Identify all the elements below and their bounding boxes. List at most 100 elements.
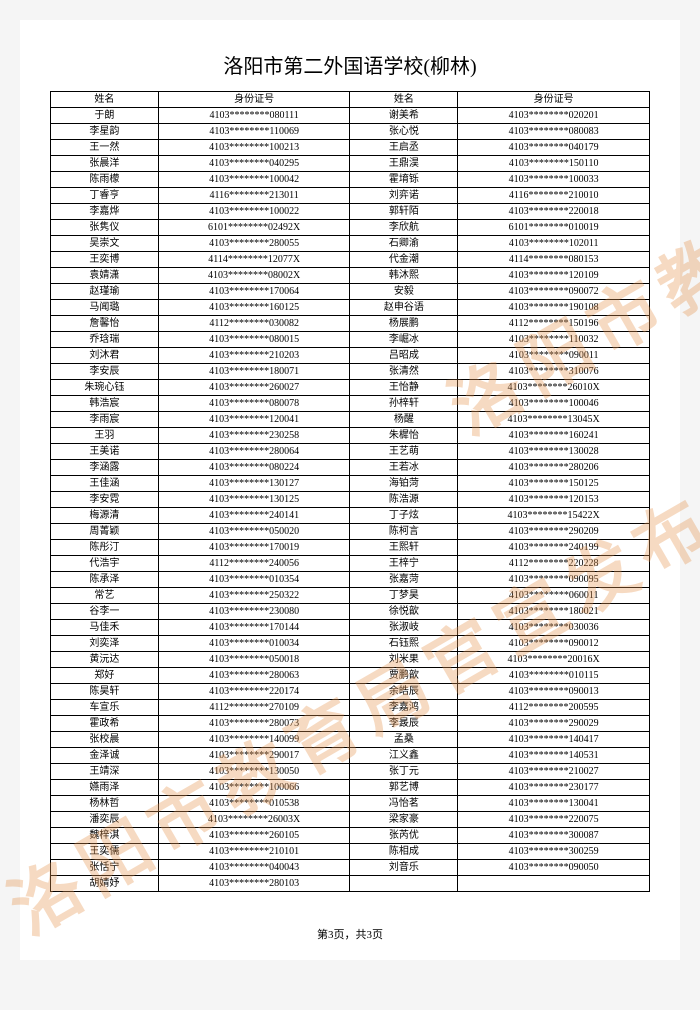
table-cell: 4114********12077X [158,252,350,268]
table-cell: 王美诺 [51,444,159,460]
header-id-2: 身份证号 [458,92,650,108]
table-cell: 陈雨檬 [51,172,159,188]
table-cell [350,876,458,892]
table-cell: 刘弈诺 [350,188,458,204]
table-cell: 常艺 [51,588,159,604]
header-name-1: 姓名 [51,92,159,108]
table-cell: 4103********280064 [158,444,350,460]
table-row: 韩浩宸4103********080078孙梓轩4103********1000… [51,396,650,412]
table-cell: 梁家豪 [350,812,458,828]
table-cell: 石钰熙 [350,636,458,652]
table-cell: 4103********060011 [458,588,650,604]
table-body: 于朗4103********080111谢美希4103********02020… [51,108,650,892]
table-row: 乔琀瑞4103********080015李崛冰4103********1100… [51,332,650,348]
table-cell: 6101********010019 [458,220,650,236]
table-cell: 4103********300087 [458,828,650,844]
table-row: 张晨洋4103********040295王鼎淏4103********1501… [51,156,650,172]
table-cell: 王奕博 [51,252,159,268]
table-cell: 王怡静 [350,380,458,396]
table-cell: 郑好 [51,668,159,684]
table-cell: 张晨洋 [51,156,159,172]
table-cell: 4103********130127 [158,476,350,492]
table-cell: 潘奕辰 [51,812,159,828]
table-cell: 王熙轩 [350,540,458,556]
table-row: 李安辰4103********180071张清然4103********3100… [51,364,650,380]
table-cell: 4103********080224 [158,460,350,476]
table-cell: 4103********230080 [158,604,350,620]
table-cell: 车宣乐 [51,700,159,716]
table-cell: 4112********240056 [158,556,350,572]
table-cell: 4116********210010 [458,188,650,204]
table-cell: 4103********290209 [458,524,650,540]
table-cell: 4112********270109 [158,700,350,716]
table-cell: 杨醒 [350,412,458,428]
table-row: 潘奕辰4103********26003X梁家豪4103********2200… [51,812,650,828]
table-cell: 4112********030082 [158,316,350,332]
table-cell: 4103********090013 [458,684,650,700]
table-cell: 郭艺博 [350,780,458,796]
table-row: 王一然4103********100213王启丞4103********0401… [51,140,650,156]
table-cell: 王奕儒 [51,844,159,860]
table-cell: 徐悦歆 [350,604,458,620]
table-cell: 周菁颖 [51,524,159,540]
table-cell: 陈承泽 [51,572,159,588]
table-cell: 4103********240141 [158,508,350,524]
table-cell: 4112********200595 [458,700,650,716]
table-cell: 4103********260027 [158,380,350,396]
table-cell: 4103********120041 [158,412,350,428]
table-row: 梅源清4103********240141丁子炫4103********1542… [51,508,650,524]
table-cell: 4103********100213 [158,140,350,156]
table-row: 霍政希4103********280073李晸辰4103********2900… [51,716,650,732]
table-cell: 胡婧妤 [51,876,159,892]
table-cell: 4103********170064 [158,284,350,300]
table-cell: 4112********220228 [458,556,650,572]
table-cell: 袁婧潇 [51,268,159,284]
table-cell: 4103********290029 [458,716,650,732]
table-cell: 4103********260105 [158,828,350,844]
table-row: 赵瑾瑜4103********170064安毅4103********09007… [51,284,650,300]
table-cell: 张丁元 [350,764,458,780]
table-cell: 4103********290017 [158,748,350,764]
table-cell: 杨展鹏 [350,316,458,332]
table-cell: 赵瑾瑜 [51,284,159,300]
table-cell: 4103********230177 [458,780,650,796]
table-cell: 4114********080153 [458,252,650,268]
table-row: 郑好4103********280063贾鹏歆4103********01011… [51,668,650,684]
table-row: 陈承泽4103********010354张嘉菏4103********0900… [51,572,650,588]
table-cell: 陈昊轩 [51,684,159,700]
table-cell: 4103********040179 [458,140,650,156]
table-cell: 4103********300259 [458,844,650,860]
table-row: 张恬宁4103********040043刘音乐4103********0900… [51,860,650,876]
table-cell: 王佳涵 [51,476,159,492]
table-cell: 黄沅达 [51,652,159,668]
table-cell: 4103********180021 [458,604,650,620]
table-cell: 4103********150125 [458,476,650,492]
table-cell: 李嘉烨 [51,204,159,220]
table-cell: 刘奕泽 [51,636,159,652]
table-cell: 张校晨 [51,732,159,748]
table-cell: 4103********210027 [458,764,650,780]
table-row: 马闻璐4103********160125赵申谷语4103********190… [51,300,650,316]
table-cell: 4103********280055 [158,236,350,252]
table-cell: 4103********030036 [458,620,650,636]
table-cell: 4103********140531 [458,748,650,764]
table-cell: 王梓宁 [350,556,458,572]
table-cell: 李欣航 [350,220,458,236]
table-cell: 4103********010538 [158,796,350,812]
table-cell: 王若冰 [350,460,458,476]
table-row: 代浩宇4112********240056王梓宁4112********2202… [51,556,650,572]
table-cell: 4103********100066 [158,780,350,796]
table-cell: 4103********160241 [458,428,650,444]
table-row: 王羽4103********230258朱樨怡4103********16024… [51,428,650,444]
table-cell: 4103********080015 [158,332,350,348]
table-cell: 4103********020201 [458,108,650,124]
table-cell: 4103********210101 [158,844,350,860]
table-cell: 霍堉铄 [350,172,458,188]
table-cell: 谢美希 [350,108,458,124]
table-cell: 王羽 [51,428,159,444]
header-name-2: 姓名 [350,92,458,108]
table-cell: 4103********040043 [158,860,350,876]
table-row: 周菁颖4103********050020陈柯言4103********2902… [51,524,650,540]
table-row: 陈雨檬4103********100042霍堉铄4103********1000… [51,172,650,188]
table-row: 张隽仪6101********02492X李欣航6101********0100… [51,220,650,236]
